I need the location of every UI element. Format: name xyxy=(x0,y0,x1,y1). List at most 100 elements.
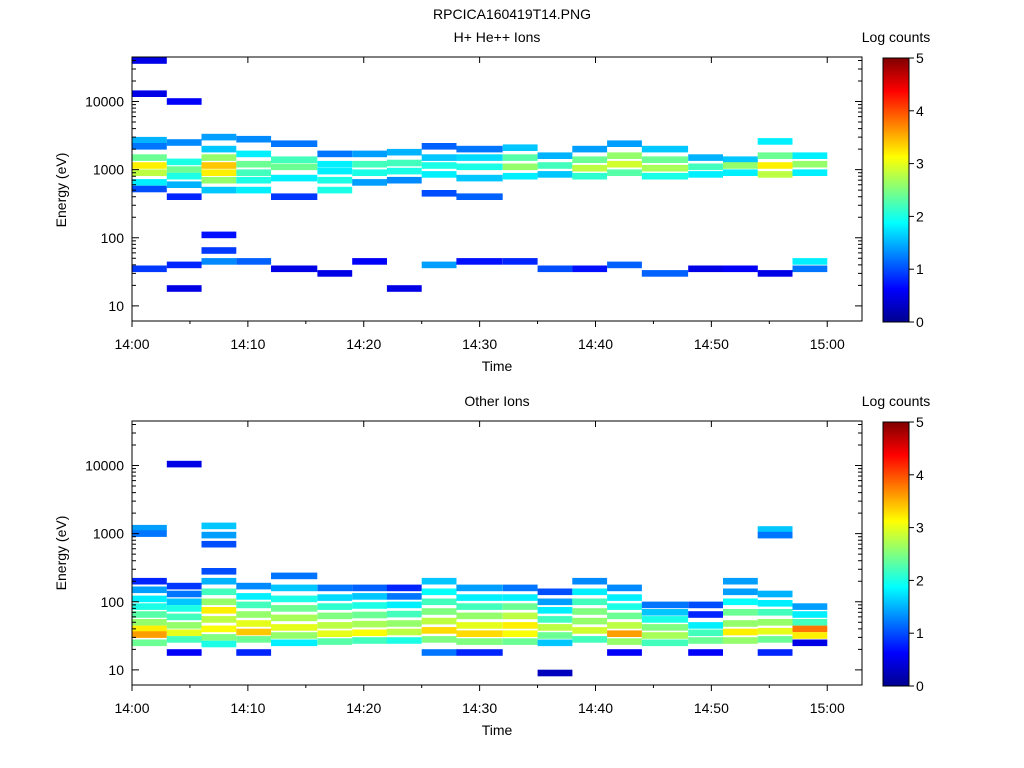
heatmap-cell xyxy=(166,166,202,173)
heatmap-cell xyxy=(641,156,689,163)
heatmap-cell xyxy=(236,601,272,609)
heatmap-cell xyxy=(132,603,167,610)
heatmap-cell xyxy=(201,169,237,176)
heatmap-cell xyxy=(166,629,202,637)
heatmap-cell xyxy=(132,524,167,532)
heatmap-cell xyxy=(132,265,167,273)
heatmap-cell xyxy=(537,162,573,169)
heatmap-cell xyxy=(236,150,272,158)
heatmap-cell xyxy=(757,526,793,533)
heatmap-cell xyxy=(723,609,758,616)
heatmap-cell xyxy=(688,611,723,618)
heatmap-cell xyxy=(236,258,272,265)
heatmap-cell xyxy=(317,150,353,158)
heatmap-cell xyxy=(607,152,642,159)
heatmap-cell xyxy=(201,176,237,184)
heatmap-cell xyxy=(271,632,318,639)
x-tick-label: 14:40 xyxy=(578,700,613,716)
heatmap-cell xyxy=(641,601,689,609)
heatmap-cell xyxy=(271,265,318,273)
heatmap-cell xyxy=(166,590,202,598)
heatmap-cell xyxy=(132,162,167,169)
heatmap-cell xyxy=(132,136,167,144)
heatmap-cell xyxy=(572,636,608,643)
heatmap-cell xyxy=(757,531,793,539)
heatmap-cell xyxy=(236,636,272,643)
heatmap-cell xyxy=(386,148,422,156)
x-tick-label: 14:50 xyxy=(694,336,729,352)
heatmap-cell xyxy=(456,594,503,601)
heatmap-cell xyxy=(537,616,573,623)
heatmap-cell xyxy=(236,176,272,184)
heatmap-cell xyxy=(723,577,758,585)
heatmap-cell xyxy=(166,181,202,188)
heatmap-cell xyxy=(572,617,608,625)
heatmap-cell xyxy=(201,625,237,633)
heatmap-cell xyxy=(386,637,422,644)
heatmap-cell xyxy=(723,156,758,163)
heatmap-cell xyxy=(201,540,237,548)
heatmap-cell xyxy=(352,258,387,265)
heatmap-cell xyxy=(236,160,272,168)
heatmap-cell xyxy=(201,162,237,169)
x-axis: 14:00 14:10 14:20 14:30 14:40 14:50 15:00 xyxy=(114,57,845,352)
colorbar-tick-label: 3 xyxy=(916,520,924,536)
heatmap-cell xyxy=(537,607,573,614)
heatmap-cell xyxy=(132,179,167,186)
panel-title: H+ He++ Ions xyxy=(454,29,541,45)
heatmap-cell xyxy=(421,588,457,596)
heatmap-cell xyxy=(421,143,457,150)
heatmap-cell xyxy=(537,588,573,596)
heatmap-cell xyxy=(456,154,503,161)
heatmap-cell xyxy=(641,609,689,616)
heatmap-cell xyxy=(757,138,793,145)
colorbar-ticks: 0 1 2 3 4 5 xyxy=(909,414,924,694)
x-axis: 14:00 14:10 14:20 14:30 14:40 14:50 15:00 xyxy=(114,421,845,716)
heatmap-cell xyxy=(456,258,503,265)
colorbar-tick-label: 1 xyxy=(916,625,924,641)
heatmap-cell xyxy=(201,247,237,254)
heatmap-cell xyxy=(502,622,538,629)
heatmap-cell xyxy=(456,603,503,610)
heatmap-cell xyxy=(607,612,642,620)
heatmap-cell xyxy=(166,649,202,656)
heatmap-cell xyxy=(271,639,318,647)
y-tick-label: 10000 xyxy=(85,458,124,474)
heatmap-cell xyxy=(386,628,422,636)
heatmap-cell xyxy=(502,154,538,161)
heatmap-cell xyxy=(421,598,457,606)
x-tick-label: 15:00 xyxy=(810,336,845,352)
heatmap-cell xyxy=(641,145,689,153)
heatmap-cell xyxy=(456,584,503,592)
heatmap-cell xyxy=(607,594,642,601)
heatmap-cell xyxy=(317,584,353,592)
heatmap-cell xyxy=(386,610,422,618)
heatmap-cell xyxy=(792,632,828,639)
heatmap-cell xyxy=(792,603,828,610)
colorbar-label: Log counts xyxy=(862,29,931,45)
heatmap-cell xyxy=(271,140,318,147)
heatmap-cell xyxy=(132,631,167,638)
heatmap-cell xyxy=(271,584,318,592)
heatmap-cell xyxy=(166,582,202,590)
heatmap-cell xyxy=(688,601,723,609)
heatmap-cell xyxy=(456,638,503,645)
heatmap-cell xyxy=(132,577,167,585)
heatmap-cell xyxy=(572,265,608,273)
colorbar-tick-label: 5 xyxy=(916,414,924,430)
heatmap-cell xyxy=(757,627,793,635)
heatmap-cell xyxy=(132,586,167,594)
heatmap-cell xyxy=(757,609,793,616)
y-tick-label: 10 xyxy=(108,662,124,678)
heatmap-cell xyxy=(236,582,272,590)
heatmap-cell xyxy=(201,258,237,265)
x-axis-label: Time xyxy=(482,722,513,738)
heatmap-cell xyxy=(572,145,608,153)
y-axis-label: Energy (eV) xyxy=(53,153,69,228)
heatmap-cell xyxy=(352,150,387,158)
heatmap-cell xyxy=(317,612,353,620)
x-axis-label: Time xyxy=(482,358,513,374)
heatmap-cell xyxy=(386,167,422,175)
